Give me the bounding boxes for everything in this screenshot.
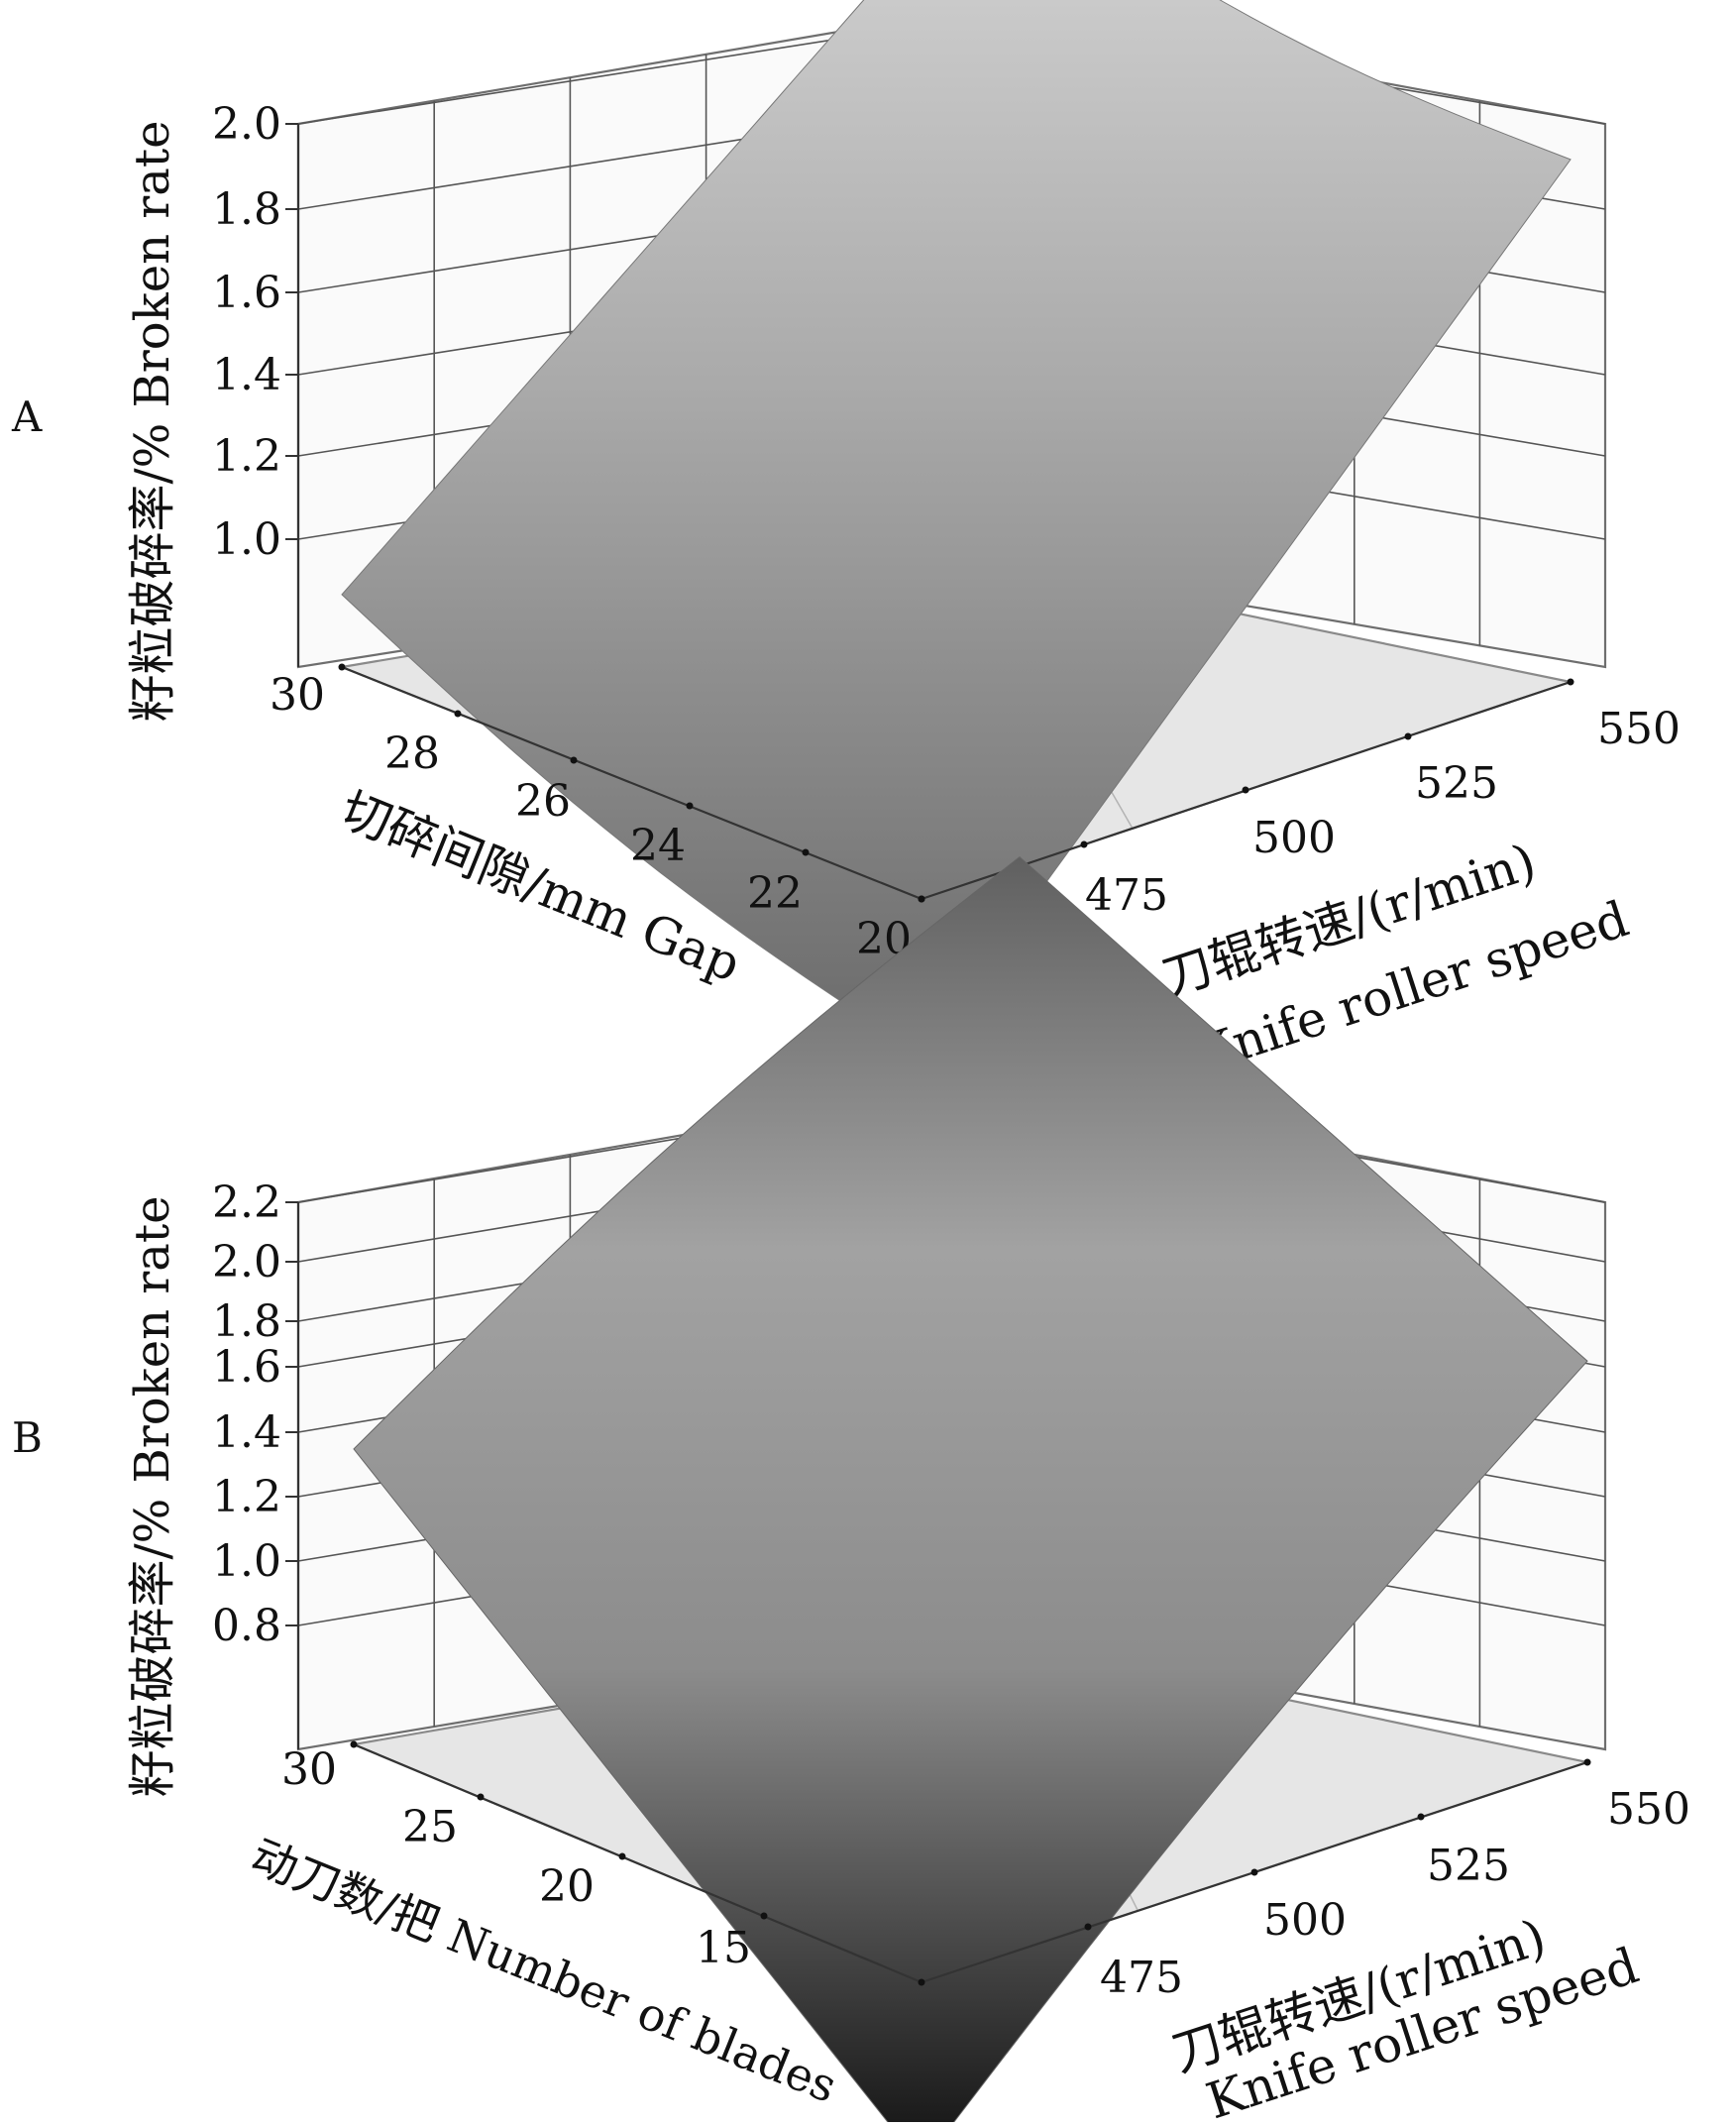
z-tick-label-b: 1.8 bbox=[212, 1296, 281, 1347]
speed-tick-label-b: 525 bbox=[1427, 1841, 1510, 1891]
speed-tick-dot-b bbox=[1583, 1758, 1591, 1766]
blades-tick-label-b: 15 bbox=[696, 1923, 751, 1973]
speed-tick-dot-a bbox=[1242, 786, 1249, 794]
gap-tick-dot-a bbox=[570, 756, 578, 764]
response-surface-b bbox=[353, 855, 1588, 2127]
blades-tick-label-b: 25 bbox=[402, 1802, 458, 1852]
speed-tick-label-b: 550 bbox=[1607, 1784, 1690, 1835]
blades-ticks-b: 30 25 20 15 bbox=[281, 1740, 925, 1986]
speed-tick-label-a: 475 bbox=[1085, 870, 1168, 921]
z-ticks-b: 0.8 1.0 1.2 1.4 1.6 1.8 2.0 2.2 bbox=[212, 1177, 298, 1651]
speed-tick-label-a: 500 bbox=[1252, 813, 1336, 863]
z-tick-label-a: 1.2 bbox=[212, 431, 281, 482]
z-tick-label-b: 1.2 bbox=[212, 1472, 281, 1522]
blades-tick-dot-b bbox=[350, 1740, 358, 1748]
speed-tick-dot-a bbox=[1404, 732, 1412, 740]
speed-tick-label-b: 500 bbox=[1263, 1895, 1347, 1946]
blades-tick-dot-b bbox=[477, 1793, 485, 1801]
z-tick-label-a: 1.6 bbox=[212, 268, 281, 318]
z-tick-label-b: 1.6 bbox=[212, 1342, 281, 1393]
z-tick-label-a: 1.8 bbox=[212, 184, 281, 235]
speed-tick-dot-a bbox=[1567, 678, 1574, 686]
speed-tick-dot-b bbox=[1084, 1923, 1092, 1931]
z-axis-title-b: 籽粒破碎率/% Broken rate bbox=[125, 1195, 180, 1797]
gap-tick-label-a: 26 bbox=[515, 776, 571, 827]
gap-tick-label-a: 30 bbox=[270, 670, 325, 721]
speed-tick-dot-b bbox=[1417, 1813, 1425, 1821]
gap-tick-label-a: 28 bbox=[384, 728, 440, 779]
gap-tick-label-a: 22 bbox=[747, 868, 803, 919]
z-tick-label-a: 2.0 bbox=[212, 99, 281, 150]
z-tick-label-b: 0.8 bbox=[212, 1601, 281, 1651]
chart-panel-b: B 0.8 1.0 1.2 1.4 1.6 1.8 bbox=[12, 855, 1690, 2127]
gap-tick-dot-a bbox=[338, 663, 346, 671]
z-tick-label-b: 2.2 bbox=[212, 1177, 281, 1228]
speed-tick-label-a: 525 bbox=[1415, 758, 1498, 809]
z-axis-title-a: 籽粒破碎率/% Broken rate bbox=[125, 120, 180, 722]
z-tick-label-b: 1.0 bbox=[212, 1536, 281, 1587]
panel-label-a: A bbox=[11, 392, 43, 441]
gap-tick-dot-a bbox=[802, 848, 810, 856]
blades-tick-dot-b bbox=[618, 1852, 626, 1860]
blades-tick-dot-b bbox=[760, 1912, 768, 1920]
blades-tick-dot-b bbox=[918, 1978, 925, 1986]
speed-tick-dot-a bbox=[1080, 840, 1088, 848]
speed-tick-dot-a bbox=[918, 895, 925, 903]
gap-ticks-a: 30 28 26 24 22 20 bbox=[270, 663, 925, 964]
blades-tick-label-b: 20 bbox=[539, 1861, 595, 1912]
z-tick-label-a: 1.0 bbox=[212, 514, 281, 565]
speed-ticks-b: 475 500 525 550 bbox=[1084, 1758, 1690, 2003]
chart-panel-a: A 1.0 1.2 1.4 1.6 1.8 bbox=[11, 0, 1681, 1083]
gap-tick-dot-a bbox=[686, 802, 694, 810]
gap-tick-label-a: 24 bbox=[630, 821, 686, 871]
z-tick-label-b: 1.4 bbox=[212, 1407, 281, 1458]
speed-tick-label-a: 550 bbox=[1597, 704, 1681, 754]
z-tick-label-a: 1.4 bbox=[212, 350, 281, 400]
gap-tick-dot-a bbox=[454, 710, 462, 718]
blades-axis-line-b bbox=[353, 1742, 922, 1984]
speed-tick-dot-b bbox=[1250, 1868, 1258, 1876]
panel-label-b: B bbox=[12, 1413, 43, 1462]
gap-axis-line-a bbox=[341, 665, 922, 901]
blades-tick-label-b: 30 bbox=[281, 1744, 337, 1795]
z-tick-label-b: 2.0 bbox=[212, 1237, 281, 1287]
speed-tick-label-b: 475 bbox=[1100, 1953, 1183, 2003]
z-ticks-a: 1.0 1.2 1.4 1.6 1.8 2.0 bbox=[212, 99, 298, 565]
